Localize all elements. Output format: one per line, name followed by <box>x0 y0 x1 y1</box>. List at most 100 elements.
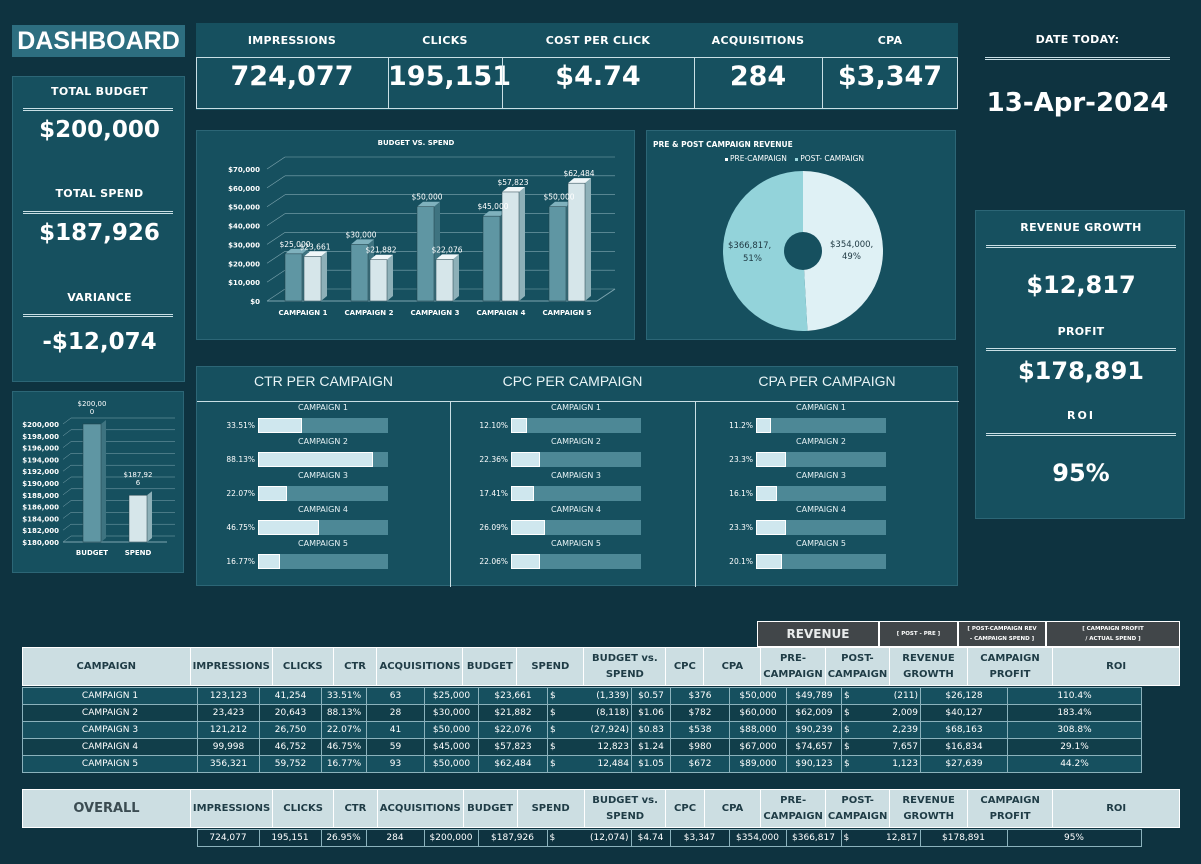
revenue-summary-panel: REVENUE GROWTH $12,817 PROFIT $178,891 R… <box>975 210 1185 519</box>
table-row[interactable]: CAMPAIGN 2 23,423 20,643 88.13% 28 $30,000 $21… <box>22 704 1142 722</box>
table-cell: $ (27,924) <box>547 721 632 739</box>
table-cell: 46.75% <box>321 738 367 756</box>
overall-cell: $178,891 <box>919 829 1008 847</box>
profit-value: $178,891 <box>1017 357 1144 385</box>
date-label: DATE TODAY: <box>1035 33 1120 46</box>
bvs-bar-top-spend <box>304 251 327 257</box>
table-cell: $50,000 <box>729 687 787 705</box>
bvs-bar-top-budget <box>285 248 308 254</box>
cell-amount: (27,924) <box>590 725 629 735</box>
table-row[interactable]: CAMPAIGN 3 121,212 26,750 22.07% 41 $50,000 $2… <box>22 721 1142 739</box>
cell-amount: (12,074) <box>589 833 629 843</box>
prog-bar-fill <box>756 418 771 433</box>
bvs-bar-budget <box>482 215 501 302</box>
prog-bar-track <box>756 520 886 535</box>
bvs-bar-top-budget <box>417 201 440 207</box>
table-cell: CAMPAIGN 2 <box>22 704 198 722</box>
prog-bar-fill <box>756 554 782 569</box>
prog-bar-fill <box>258 452 373 467</box>
mini-y-tick: $196,000 <box>22 445 59 453</box>
table-cell: 16.77% <box>321 755 367 773</box>
table-cell: CAMPAIGN 4 <box>22 738 198 756</box>
table-cell: $68,163 <box>920 721 1008 739</box>
overall-row[interactable]: 724,077 195,151 26.95% 284 $200,000 $187,926 $… <box>22 829 1142 847</box>
prog-campaign-label: CAMPAIGN 2 <box>298 437 348 446</box>
cell-amount: 12,823 <box>597 742 630 752</box>
bvs-spend-label: $62,484 <box>563 169 594 178</box>
prog-value-cpa: 23.3% <box>729 523 753 532</box>
bvs-budget-label: $50,000 <box>543 193 574 202</box>
bvs-y-tick: $60,000 <box>228 185 260 193</box>
bvs-bar-top-spend <box>502 186 525 192</box>
profit-label: PROFIT <box>1057 325 1105 338</box>
bvs-budget-label: $30,000 <box>345 230 376 239</box>
prog-divider <box>450 401 451 587</box>
mini-y-tick: $186,000 <box>22 504 59 512</box>
kpi-value-4: $3,347 <box>837 61 943 92</box>
table-row[interactable]: CAMPAIGN 1 123,123 41,254 33.51% 63 $25,000 $2… <box>22 687 1142 705</box>
table-cell: $62,484 <box>478 755 548 773</box>
kpi-divider <box>502 57 503 109</box>
bvs-spend-label: $22,076 <box>431 245 462 254</box>
table-cell: CAMPAIGN 1 <box>22 687 198 705</box>
col-header: BUDGET vs. SPEND <box>583 789 667 828</box>
prog-bar-fill <box>511 418 527 433</box>
table-cell: $90,239 <box>786 721 842 739</box>
bvs-y-tick: $20,000 <box>228 260 260 268</box>
prog-bar-track <box>756 554 886 569</box>
pie-legend-pre-icon <box>725 158 728 161</box>
bvs-bar-budget <box>284 253 303 302</box>
col-header: ROI <box>1052 789 1180 828</box>
bvs-y-tick: $40,000 <box>228 223 260 231</box>
small-hdr-roi-line2: / ACTUAL SPEND ] <box>1085 636 1141 642</box>
table-cell: $57,823 <box>478 738 548 756</box>
table-cell: $1.05 <box>631 755 671 773</box>
date-value: 13-Apr-2024 <box>986 88 1169 118</box>
table-row[interactable]: CAMPAIGN 4 99,998 46,752 46.75% 59 $45,000 $57… <box>22 738 1142 756</box>
prog-title-ctr: CTR PER CAMPAIGN <box>254 373 393 389</box>
bvs-bar-side-spend <box>585 178 591 301</box>
table-cell: 99,998 <box>197 738 260 756</box>
prog-bar-track <box>511 418 641 433</box>
table-cell: 46,752 <box>259 738 322 756</box>
bvs-bar-side-spend <box>321 251 327 301</box>
table-cell: $1,123 <box>841 755 921 773</box>
roi-label: ROI <box>1067 409 1095 422</box>
col-header: ACQUISITIONS <box>376 647 464 686</box>
prog-bar-fill <box>756 520 786 535</box>
bvs-bar-spend <box>567 182 586 302</box>
table-cell: 93 <box>366 755 425 773</box>
cell-currency: $ <box>550 742 556 752</box>
pie-legend-post: POST- CAMPAIGN <box>800 154 865 163</box>
revenue-growth-value: $12,817 <box>1026 271 1136 299</box>
table-cell: $30,000 <box>424 704 479 722</box>
budget-vs-spend-svg: BUDGET VS. SPEND $0 $10,000 $20,000 $30,000 $… <box>228 139 616 317</box>
col-header: CAMPAIGN <box>22 647 191 686</box>
table-cell: $7,657 <box>841 738 921 756</box>
col-header: CLICKS <box>272 789 335 828</box>
prog-value-cpc: 22.06% <box>479 557 508 566</box>
table-cell: 59 <box>366 738 425 756</box>
mini-bar-side <box>147 491 152 542</box>
table-cell: $ (211) <box>841 687 921 705</box>
table-cell: 63 <box>366 687 425 705</box>
table-row[interactable]: CAMPAIGN 5 356,321 59,752 16.77% 93 $50,000 $6… <box>22 755 1142 773</box>
table-cell: $2,009 <box>841 704 921 722</box>
cell-currency: $ <box>550 708 556 718</box>
prog-campaign-label: CAMPAIGN 1 <box>796 403 846 412</box>
col-header: CTR <box>333 789 378 828</box>
prog-bar-fill <box>258 418 302 433</box>
kpi-divider <box>388 57 389 109</box>
prog-bar-fill <box>756 486 777 501</box>
overall-cell: $366,817 <box>785 829 842 847</box>
prog-value-cpc: 17.41% <box>479 489 508 498</box>
mini-y-tick: $194,000 <box>22 456 59 464</box>
mini-y-tick: $188,000 <box>22 492 59 500</box>
overall-cell: $ (12,074) <box>546 829 632 847</box>
table-cell: $90,123 <box>786 755 842 773</box>
col-header: PRE-CAMPAIGN <box>760 647 826 686</box>
prog-value-ctr: 16.77% <box>226 557 255 566</box>
budget-summary-panel: TOTAL BUDGET $200,000 TOTAL SPEND $187,9… <box>12 76 185 382</box>
bvs-y-tick: $30,000 <box>228 241 260 249</box>
bvs-y-tick: $10,000 <box>228 279 260 287</box>
